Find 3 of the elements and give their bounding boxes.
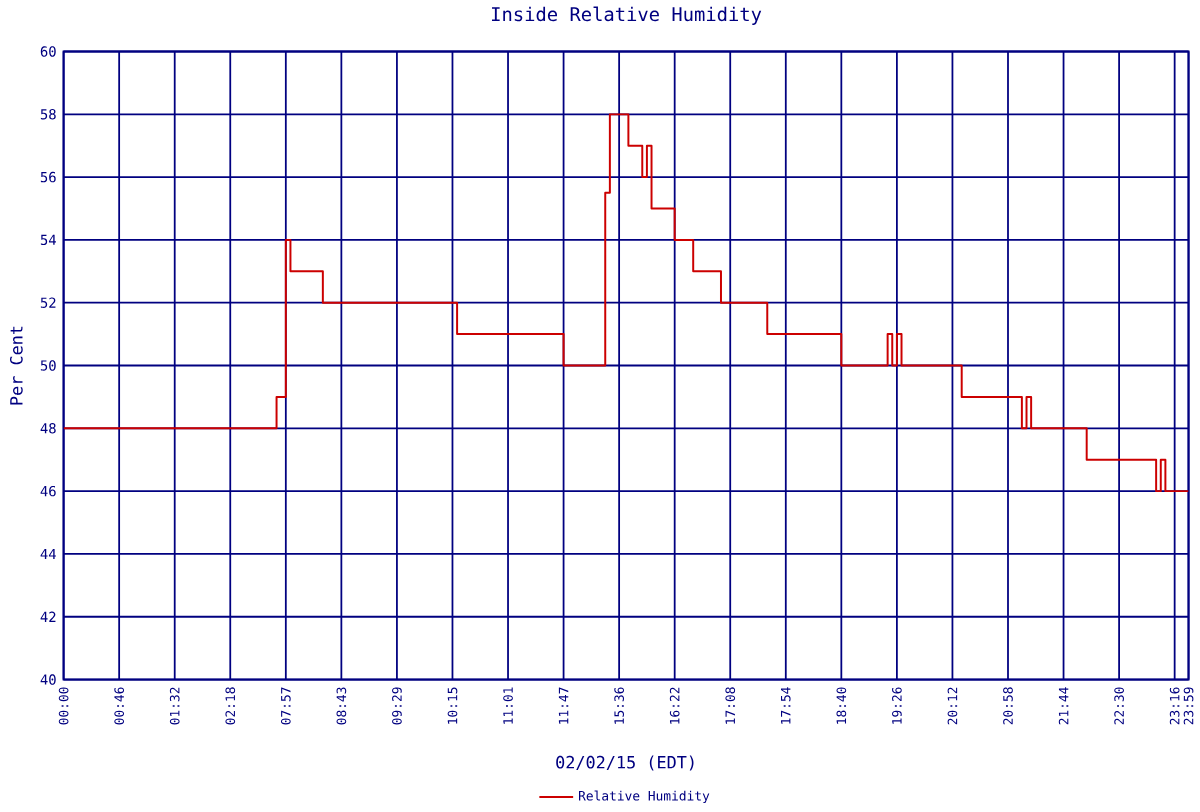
y-axis-title: Per Cent bbox=[9, 326, 23, 405]
chart-title: Inside Relative Humidity bbox=[492, 6, 762, 26]
x-axis-title: 02/02/15 (EDT) bbox=[556, 755, 694, 771]
